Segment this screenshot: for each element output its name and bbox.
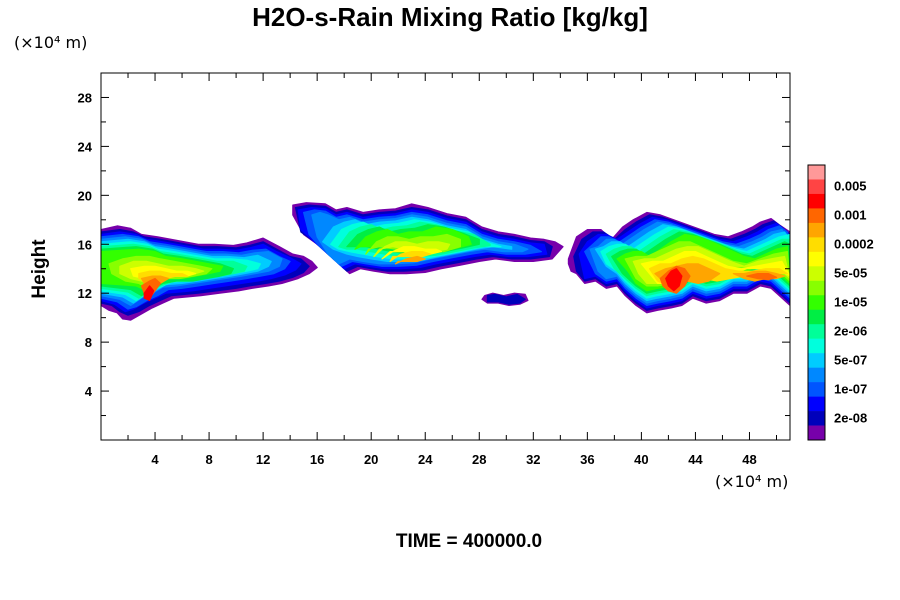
colorbar-swatch bbox=[808, 367, 825, 383]
colorbar-swatch bbox=[808, 165, 825, 180]
contour-region-14-1 bbox=[394, 255, 426, 265]
x-tick-label: 48 bbox=[742, 452, 756, 467]
colorbar-swatch bbox=[808, 309, 825, 325]
y-tick-label: 16 bbox=[78, 237, 92, 252]
x-tick-label: 44 bbox=[688, 452, 703, 467]
colorbar-frame bbox=[807, 164, 826, 441]
colorbar-swatch bbox=[808, 425, 825, 441]
colorbar-label: 5e-07 bbox=[834, 352, 867, 367]
colorbar-label: 1e-07 bbox=[834, 381, 867, 396]
contour-region-16-1 bbox=[665, 268, 683, 292]
colorbar-swatch bbox=[808, 396, 825, 412]
colorbar-swatch bbox=[808, 280, 825, 296]
y-axis-unit: (×10⁴ m) bbox=[14, 33, 88, 52]
colorbar-swatch bbox=[808, 266, 825, 282]
contour-region-16-0 bbox=[143, 285, 155, 302]
colorbar-label: 2e-06 bbox=[834, 323, 867, 338]
x-tick-label: 4 bbox=[151, 452, 159, 467]
plot-frame bbox=[100, 72, 791, 441]
colorbar-label: 1e-05 bbox=[834, 295, 867, 310]
colorbar-swatch bbox=[808, 222, 825, 238]
colorbar-swatch bbox=[808, 338, 825, 354]
x-tick-label: 28 bbox=[472, 452, 486, 467]
y-tick-label: 8 bbox=[85, 335, 92, 350]
colorbar-swatch bbox=[808, 411, 825, 426]
x-tick-label: 12 bbox=[256, 452, 270, 467]
x-tick-label: 36 bbox=[580, 452, 594, 467]
x-axis-unit: (×10⁴ m) bbox=[715, 472, 789, 491]
colorbar-swatch bbox=[808, 179, 825, 195]
y-tick-label: 12 bbox=[78, 286, 92, 301]
x-tick-label: 8 bbox=[205, 452, 212, 467]
contour-region-1-2 bbox=[486, 293, 526, 305]
time-label: TIME = 400000.0 bbox=[395, 531, 543, 552]
y-tick-label: 28 bbox=[78, 90, 92, 105]
x-tick-label: 40 bbox=[634, 452, 648, 467]
x-tick-label: 16 bbox=[310, 452, 324, 467]
colorbar-swatch bbox=[808, 208, 825, 224]
colorbar-label: 0.005 bbox=[834, 179, 867, 194]
colorbar-label: 0.001 bbox=[834, 208, 867, 223]
colorbar-swatch bbox=[808, 353, 825, 368]
contour-region-15-2 bbox=[746, 273, 778, 281]
y-tick-label: 20 bbox=[78, 188, 92, 203]
colorbar-swatch bbox=[808, 237, 825, 253]
colorbar-swatch bbox=[808, 193, 825, 209]
colorbar-swatch bbox=[808, 295, 825, 311]
colorbar-swatch bbox=[808, 324, 825, 339]
x-tick-label: 24 bbox=[418, 452, 433, 467]
colorbar-swatch bbox=[808, 382, 825, 397]
colorbar-swatch bbox=[808, 251, 825, 267]
x-tick-label: 32 bbox=[526, 452, 540, 467]
colorbar-label: 5e-05 bbox=[834, 266, 867, 281]
y-tick-label: 4 bbox=[85, 384, 93, 399]
x-tick-label: 20 bbox=[364, 452, 378, 467]
chart-title: H2O-s-Rain Mixing Ratio [kg/kg] bbox=[252, 2, 648, 32]
y-tick-label: 24 bbox=[78, 139, 93, 154]
colorbar-label: 2e-08 bbox=[834, 410, 867, 425]
contour-region-13-1 bbox=[389, 251, 432, 262]
colorbar-label: 0.0002 bbox=[834, 237, 874, 252]
contour-fills bbox=[101, 202, 790, 321]
